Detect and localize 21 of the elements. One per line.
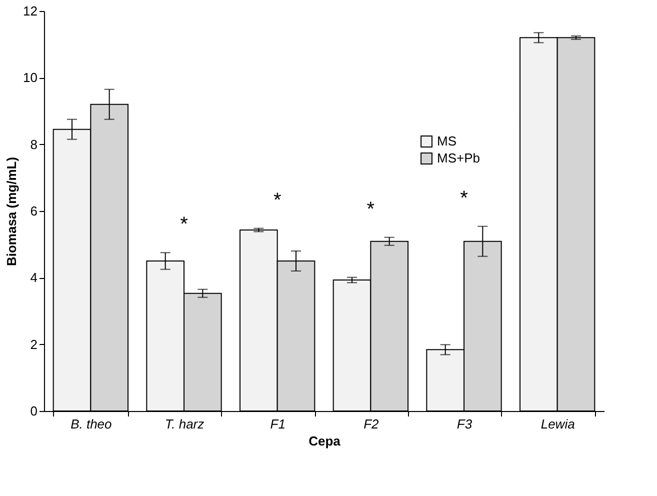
annotation: * [273,189,282,212]
annotation: * [366,198,375,220]
x-tick-label: B. theo [70,416,112,432]
x-tick-label: Lewia [540,416,575,432]
legend-label: MS [437,134,457,148]
y-tick-label: 8 [30,136,38,152]
y-tick-label: 6 [30,204,38,218]
x-tick-label: T. harz [164,416,205,432]
y-axis-title: Biomasa (mg/mL) [4,156,20,266]
y-tick-label: 4 [30,270,38,286]
annotation: * [460,187,468,210]
annotation: * [180,214,188,236]
legend-label: MS+Pb [437,150,480,166]
x-axis-title: Cepa [308,434,342,448]
x-tick-label: F3 [456,416,473,432]
y-tick-label: 2 [30,336,38,352]
x-tick-label: F1 [270,416,286,432]
y-tick-label: 10 [23,70,38,86]
x-tick-label: F2 [364,416,380,432]
y-tick-label: 12 [23,4,38,18]
y-tick-label: 0 [30,404,38,418]
